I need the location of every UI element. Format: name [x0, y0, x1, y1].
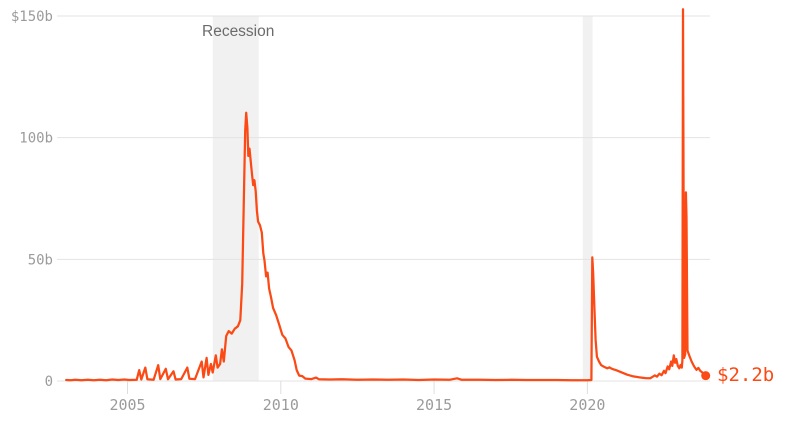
y-tick-label: $150b	[11, 9, 53, 25]
end-value-label: $2.2b	[717, 364, 775, 386]
x-tick-label: 2015	[416, 396, 452, 414]
recession-band	[582, 16, 593, 381]
x-tick-label: 2010	[263, 396, 299, 414]
y-tick-label: 50b	[28, 252, 53, 268]
recession-band	[212, 16, 259, 381]
data-line	[65, 8, 707, 382]
end-point-marker	[701, 371, 711, 381]
y-tick-label: 100b	[19, 131, 53, 147]
x-tick-label: 2020	[569, 396, 605, 414]
x-tick-label: 2005	[109, 396, 145, 414]
y-tick-label: 0	[45, 374, 53, 390]
recession-annotation: Recession	[202, 23, 275, 40]
